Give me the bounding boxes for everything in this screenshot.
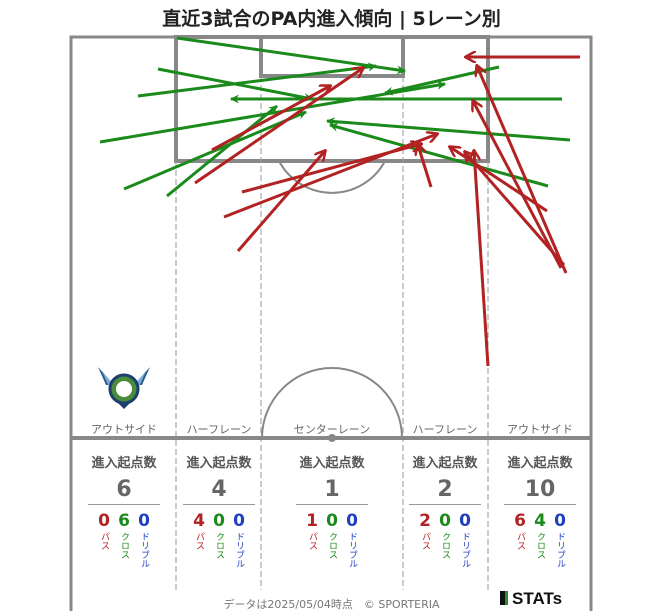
dribble-count: 0 bbox=[138, 511, 150, 531]
pass-label: パス bbox=[307, 532, 317, 550]
pass-count: 1 bbox=[306, 511, 318, 531]
footer-credit: データは2025/05/04時点 © SPORTERIA bbox=[223, 598, 440, 611]
brand-text: STATs bbox=[512, 589, 563, 608]
cross-arrow bbox=[176, 36, 406, 75]
cross-count: 4 bbox=[534, 511, 546, 531]
pass-arrow bbox=[418, 145, 433, 188]
pass-arrow bbox=[473, 101, 563, 269]
pass-arrow bbox=[477, 66, 568, 274]
pass-count: 4 bbox=[193, 511, 205, 531]
stat-total: 1 bbox=[296, 477, 368, 505]
lane-label-outside-left: アウトサイド bbox=[91, 423, 157, 436]
lane-label-center: センターレーン bbox=[293, 423, 371, 436]
lane-stats-halfspace-right: 進入起点数 2 2 パス 0 クロス 0 ドリブル bbox=[409, 452, 481, 568]
cross-label: クロス bbox=[214, 532, 224, 559]
goal-area bbox=[259, 35, 405, 78]
dribble-label: ドリブル bbox=[139, 532, 149, 568]
center-spot bbox=[328, 434, 336, 442]
cross-label: クロス bbox=[535, 532, 545, 559]
penalty-arc bbox=[278, 160, 386, 194]
pass-arrow bbox=[194, 68, 363, 185]
pass-arrow bbox=[223, 134, 437, 219]
pass-label: パス bbox=[194, 532, 204, 550]
pass-label: パス bbox=[99, 532, 109, 550]
cross-label: クロス bbox=[119, 532, 129, 559]
pass-arrow bbox=[474, 151, 490, 367]
pass-arrow bbox=[211, 86, 330, 152]
cross-count: 0 bbox=[326, 511, 338, 531]
stat-total: 4 bbox=[183, 477, 255, 505]
stats-logo-icon bbox=[500, 591, 508, 605]
pass-arrow bbox=[241, 144, 421, 194]
stat-total: 10 bbox=[504, 477, 576, 505]
pass-arrows bbox=[194, 57, 580, 367]
pass-arrow bbox=[465, 152, 566, 266]
dribble-label: ドリブル bbox=[347, 532, 357, 568]
dribble-count: 0 bbox=[346, 511, 358, 531]
cross-label: クロス bbox=[327, 532, 337, 559]
stat-total: 6 bbox=[88, 477, 160, 505]
lane-stats-center: 進入起点数 1 1 パス 0 クロス 0 ドリブル bbox=[296, 452, 368, 568]
dribble-label: ドリブル bbox=[234, 532, 244, 568]
cross-label: クロス bbox=[440, 532, 450, 559]
cross-count: 0 bbox=[439, 511, 451, 531]
lane-stats-outside-right: 進入起点数 10 6 パス 4 クロス 0 ドリブル bbox=[504, 452, 576, 568]
center-circle bbox=[261, 367, 403, 439]
dribble-count: 0 bbox=[459, 511, 471, 531]
dribble-label: ドリブル bbox=[555, 532, 565, 568]
cross-arrow bbox=[326, 117, 571, 142]
brand-logo: STATs bbox=[500, 589, 562, 609]
cross-arrows bbox=[99, 36, 571, 198]
lane-stats-halfspace-left: 進入起点数 4 4 パス 0 クロス 0 ドリブル bbox=[183, 452, 255, 568]
pass-count: 6 bbox=[514, 511, 526, 531]
cross-arrow bbox=[123, 110, 307, 191]
lane-stats-outside-left: 進入起点数 6 0 パス 6 クロス 0 ドリブル bbox=[88, 452, 160, 568]
dribble-label: ドリブル bbox=[460, 532, 470, 568]
dribble-count: 0 bbox=[554, 511, 566, 531]
cross-count: 0 bbox=[213, 511, 225, 531]
team-logo bbox=[96, 363, 152, 413]
pass-label: パス bbox=[420, 532, 430, 550]
pass-arrow bbox=[450, 147, 548, 213]
stat-heading: 進入起点数 bbox=[412, 456, 478, 471]
pass-count: 0 bbox=[98, 511, 110, 531]
page-title: 直近3試合のPA内進入傾向 | 5レーン別 bbox=[162, 8, 501, 30]
lane-label-outside-right: アウトサイド bbox=[507, 423, 573, 436]
dribble-count: 0 bbox=[233, 511, 245, 531]
cross-count: 6 bbox=[118, 511, 130, 531]
lane-label-halfspace-right: ハーフレーン bbox=[412, 423, 478, 436]
pass-arrow bbox=[236, 151, 325, 252]
pass-label: パス bbox=[515, 532, 525, 550]
cross-arrow bbox=[137, 62, 377, 98]
stat-heading: 進入起点数 bbox=[186, 456, 252, 471]
stat-heading: 進入起点数 bbox=[507, 456, 573, 471]
cross-arrow bbox=[166, 104, 278, 198]
stat-total: 2 bbox=[409, 477, 481, 505]
stat-heading: 進入起点数 bbox=[299, 456, 365, 471]
pass-count: 2 bbox=[419, 511, 431, 531]
stat-heading: 進入起点数 bbox=[91, 456, 157, 471]
lane-label-halfspace-left: ハーフレーン bbox=[186, 423, 252, 436]
team-emblem-icon bbox=[98, 367, 150, 409]
